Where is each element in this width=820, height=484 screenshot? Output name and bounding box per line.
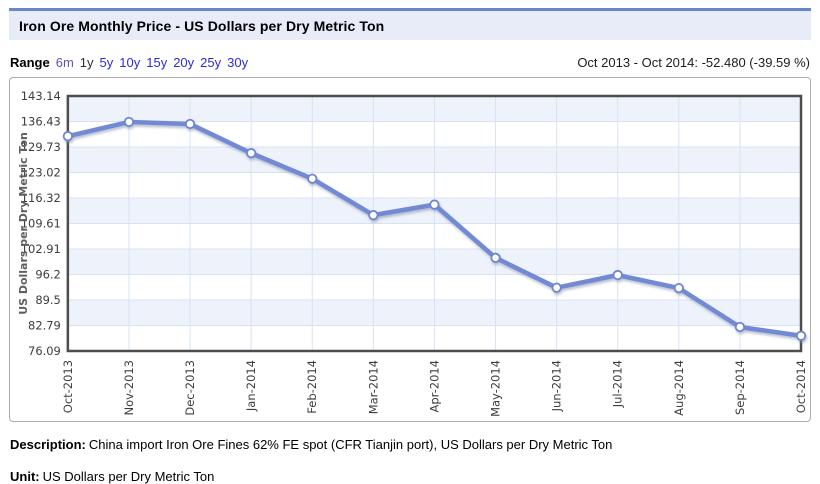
svg-text:Sep-2014: Sep-2014 [733, 360, 747, 415]
chart-container: 143.14 136.43 129.73 123.02 116.32 109.61 102.… [9, 77, 811, 422]
range-option-25y[interactable]: 25y [200, 55, 222, 70]
period-change-summary: Oct 2013 - Oct 2014: -52.480 (-39.59 %) [577, 55, 810, 70]
svg-text:76.09: 76.09 [28, 344, 61, 358]
range-option-6m[interactable]: 6m [55, 55, 74, 70]
unit-label: Unit: [10, 469, 40, 484]
page-title: Iron Ore Monthly Price - US Dollars per … [19, 17, 385, 34]
svg-text:109.61: 109.61 [21, 217, 61, 231]
svg-text:129.73: 129.73 [21, 140, 61, 154]
unit-text: US Dollars per Dry Metric Ton [42, 469, 215, 484]
svg-text:96.2: 96.2 [35, 268, 61, 282]
svg-text:116.32: 116.32 [21, 191, 61, 205]
chart-title-bar: Iron Ore Monthly Price - US Dollars per … [9, 8, 811, 40]
range-option-5y[interactable]: 5y [99, 55, 114, 70]
svg-text:Aug-2014: Aug-2014 [672, 360, 686, 416]
range-links: 6m 1y 5y 10y 15y 20y 25y 30y [56, 55, 254, 70]
range-label: Range [10, 55, 50, 70]
range-option-20y[interactable]: 20y [173, 55, 195, 70]
svg-text:143.14: 143.14 [21, 89, 61, 103]
description-text: China import Iron Ore Fines 62% FE spot … [88, 437, 613, 452]
price-chart-svg: 143.14 136.43 129.73 123.02 116.32 109.61 102.… [17, 89, 808, 417]
svg-text:Mar-2014: Mar-2014 [366, 360, 380, 414]
svg-text:Oct-2014: Oct-2014 [794, 360, 808, 413]
svg-text:Jul-2014: Jul-2014 [611, 360, 625, 408]
svg-text:Jun-2014: Jun-2014 [550, 360, 564, 412]
svg-text:Feb-2014: Feb-2014 [305, 360, 319, 414]
unit-row: Unit: US Dollars per Dry Metric Ton [9, 469, 811, 484]
range-selector: Range 6m 1y 5y 10y 15y 20y 25y 30y [10, 55, 254, 70]
svg-text:82.79: 82.79 [28, 319, 61, 333]
svg-text:May-2014: May-2014 [489, 360, 503, 417]
range-option-30y[interactable]: 30y [227, 55, 249, 70]
svg-text:89.5: 89.5 [35, 293, 61, 307]
range-option-10y[interactable]: 10y [119, 55, 141, 70]
description-label: Description: [10, 437, 86, 452]
svg-text:136.43: 136.43 [21, 115, 61, 129]
svg-text:123.02: 123.02 [21, 166, 61, 180]
range-option-1y: 1y [79, 55, 94, 70]
range-toolbar: Range 6m 1y 5y 10y 15y 20y 25y 30y Oct 2013 - Oc… [9, 55, 811, 70]
svg-text:Nov-2013: Nov-2013 [122, 360, 136, 415]
svg-text:Jan-2014: Jan-2014 [244, 360, 258, 412]
svg-text:102.91: 102.91 [21, 242, 61, 256]
description-row: Description: China import Iron Ore Fines … [9, 437, 811, 452]
svg-text:Dec-2013: Dec-2013 [183, 360, 197, 416]
svg-text:US Dollars per Dry Metric Ton: US Dollars per Dry Metric Ton [17, 132, 30, 315]
range-option-15y[interactable]: 15y [146, 55, 168, 70]
svg-text:Apr-2014: Apr-2014 [427, 360, 441, 413]
svg-text:Oct-2013: Oct-2013 [61, 360, 75, 413]
